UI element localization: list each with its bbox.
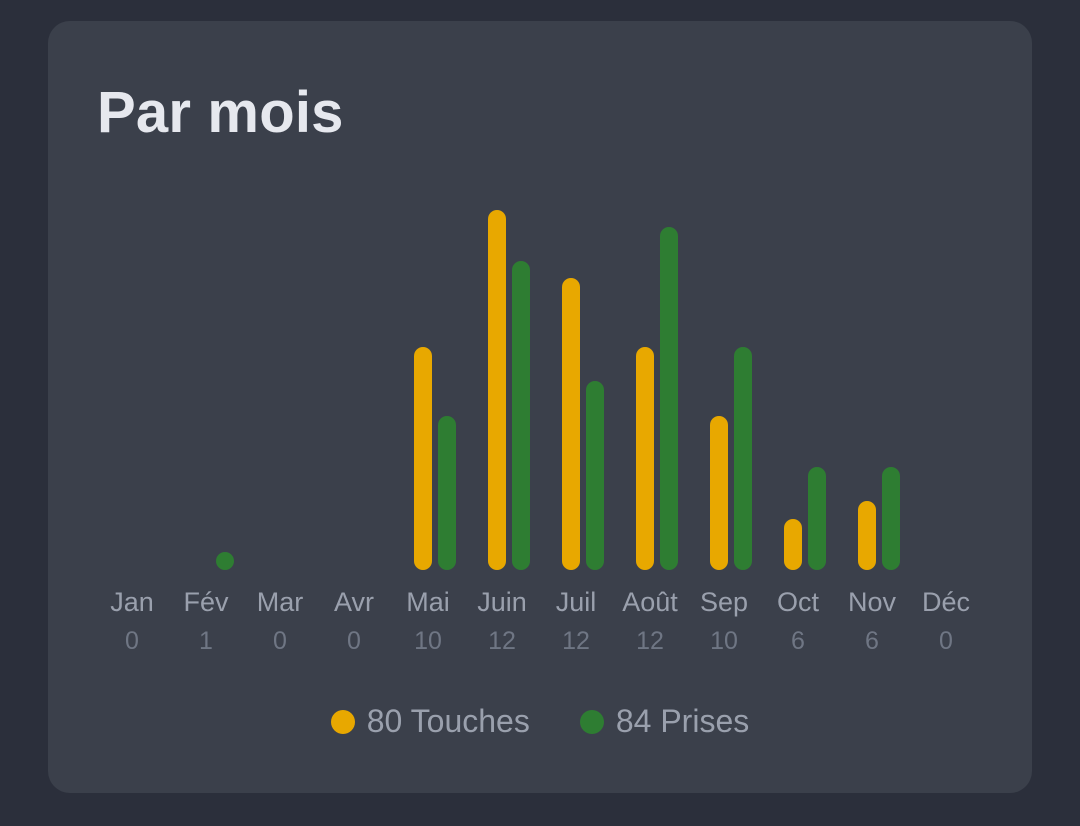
month-count: 0 [125,627,139,655]
month-count: 12 [636,627,664,655]
month-label: Août [622,587,678,617]
chart-legend: 80 Touches 84 Prises [48,703,1032,740]
month-column: Jan 0 [95,21,169,793]
prises-bar [586,381,604,570]
month-column: Fév 1 [169,21,243,793]
month-count: 12 [562,627,590,655]
month-label: Mar [256,587,304,617]
month-label: Juin [477,587,527,617]
month-label: Nov [847,587,896,617]
month-column: Mar 0 [243,21,317,793]
legend-prises-label: 84 Prises [615,703,750,739]
prises-bar [512,261,530,570]
prises-bar [660,227,678,570]
bar-chart: Jan 0 Fév 1 Mar 0 Avr 0 Mai 10 Juin 12 Juil 12 Août 12 S… [48,21,1032,793]
touches-bar [562,278,580,570]
month-column: Oct 6 [761,21,835,793]
month-label: Déc [921,587,970,617]
touches-bar [488,209,506,570]
month-label: Oct [776,587,819,617]
month-column: Nov 6 [835,21,909,793]
month-column: Avr 0 [317,21,391,793]
prises-bar [216,552,234,570]
month-count: 10 [710,627,738,655]
month-count: 10 [414,627,442,655]
month-column: Sep 10 [687,21,761,793]
touches-bar [858,501,876,570]
prises-bar [734,347,752,570]
month-column: Juil 12 [539,21,613,793]
prises-bar [808,467,826,570]
prises-dot-icon [579,709,604,734]
touches-bar [784,518,802,570]
prises-bar [438,415,456,570]
month-column: Juin 12 [465,21,539,793]
month-count: 6 [791,627,805,655]
month-count: 0 [273,627,287,655]
month-count: 12 [488,627,516,655]
month-label: Jan [110,587,154,617]
month-count: 0 [939,627,953,655]
month-column: Déc 0 [909,21,983,793]
legend-item-touches: 80 Touches [330,703,530,740]
touches-bar [636,347,654,570]
month-count: 1 [199,627,213,655]
touches-bar [710,415,728,570]
monthly-chart-card: Par mois Jan 0 Fév 1 Mar 0 Avr 0 Mai 10 Juin 12 Juil… [48,21,1032,793]
legend-touches-label: 80 Touches [366,703,530,739]
month-column: Août 12 [613,21,687,793]
month-label: Sep [699,587,749,617]
month-label: Fév [183,587,229,617]
card-title: Par mois [97,80,344,145]
month-count: 6 [865,627,879,655]
month-column: Mai 10 [391,21,465,793]
legend-item-prises: 84 Prises [579,703,750,740]
touches-bar [414,347,432,570]
month-count: 0 [347,627,361,655]
month-label: Mai [406,587,450,617]
touches-dot-icon [330,709,355,734]
month-label: Avr [333,587,374,617]
month-label: Juil [555,587,597,617]
prises-bar [882,467,900,570]
